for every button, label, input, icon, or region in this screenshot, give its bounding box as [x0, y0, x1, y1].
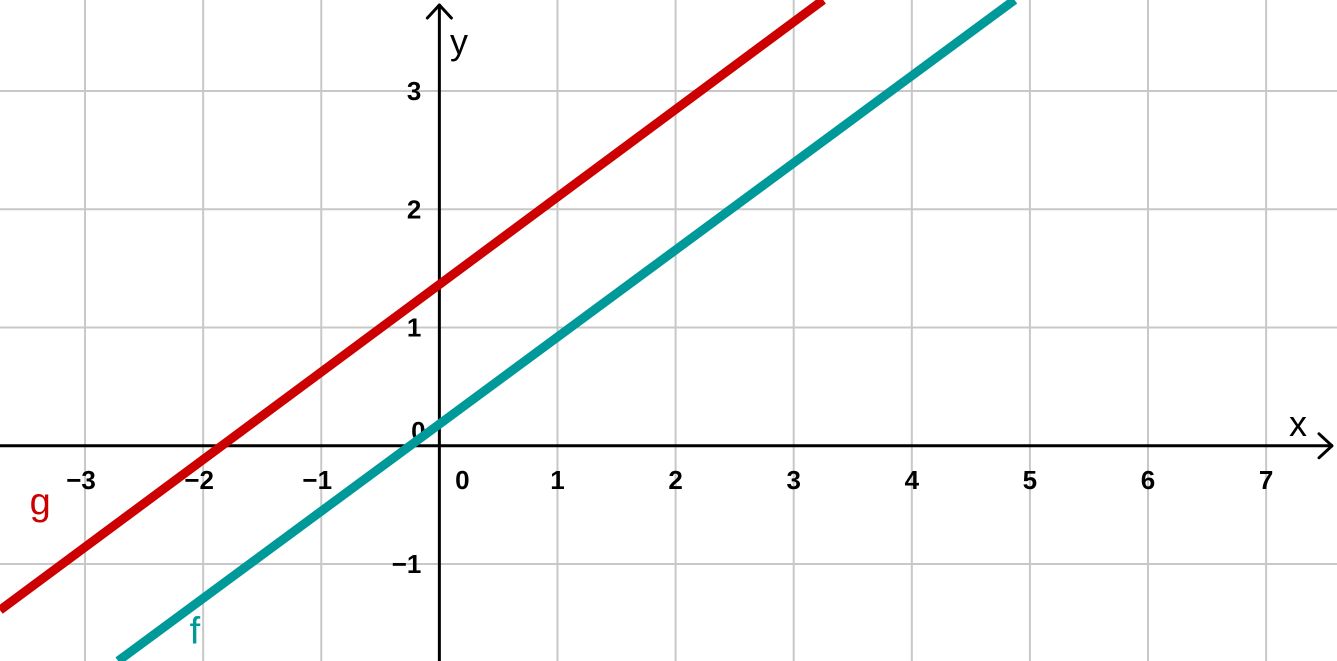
y-tick-label: 3	[407, 76, 421, 106]
x-tick-label: 7	[1259, 465, 1273, 495]
y-tick-label: 1	[407, 313, 421, 343]
y-tick-label: −1	[392, 549, 422, 579]
axes	[0, 3, 1334, 661]
series-label-g: g	[30, 481, 51, 523]
x-tick-label: 5	[1023, 465, 1037, 495]
y-axis-arrow-icon	[425, 3, 453, 20]
series-line-f	[115, 0, 1018, 661]
x-tick-label: 6	[1141, 465, 1155, 495]
x-axis-label: x	[1289, 403, 1307, 444]
x-tick-label: 0	[455, 465, 469, 495]
x-tick-label: 4	[905, 465, 920, 495]
x-tick-label: −1	[302, 465, 332, 495]
x-tick-label: −3	[66, 465, 96, 495]
y-axis-label: y	[450, 21, 468, 62]
x-tick-label: 3	[786, 465, 800, 495]
series-line-g	[0, 0, 826, 614]
x-tick-label: 2	[668, 465, 682, 495]
x-tick-label: 1	[550, 465, 564, 495]
y-tick-label: 2	[407, 194, 421, 224]
x-axis-arrow-icon	[1317, 432, 1334, 460]
series-label-f: f	[190, 610, 201, 652]
series-lines	[0, 0, 1018, 661]
series-labels: gf	[30, 481, 201, 652]
